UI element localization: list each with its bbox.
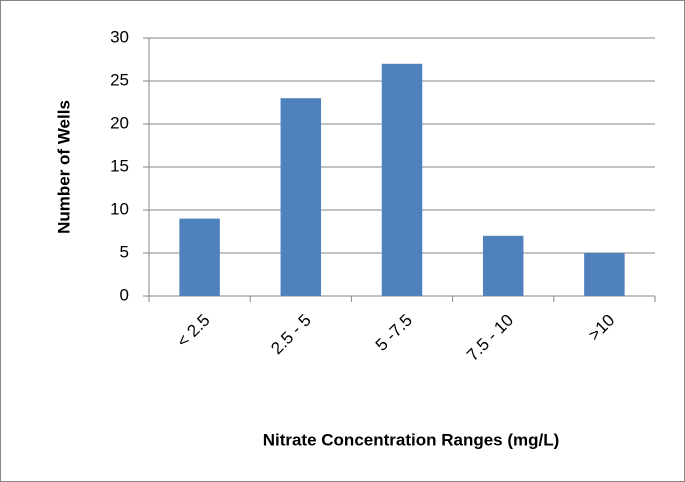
- y-tick-label: 10: [110, 199, 129, 218]
- bar: [482, 235, 524, 296]
- bar: [179, 218, 220, 296]
- x-axis-title: Nitrate Concentration Ranges (mg/L): [263, 430, 560, 449]
- y-tick-label: 0: [120, 285, 129, 304]
- bar: [381, 63, 423, 296]
- y-tick-label: 20: [110, 113, 129, 132]
- bar: [280, 98, 322, 296]
- y-tick-label: 25: [110, 70, 129, 89]
- y-tick-label: 15: [110, 156, 129, 175]
- y-axis-title: Number of Wells: [54, 100, 73, 234]
- y-tick-label: 30: [110, 27, 129, 46]
- y-tick-label: 5: [120, 242, 129, 261]
- bar: [584, 253, 625, 296]
